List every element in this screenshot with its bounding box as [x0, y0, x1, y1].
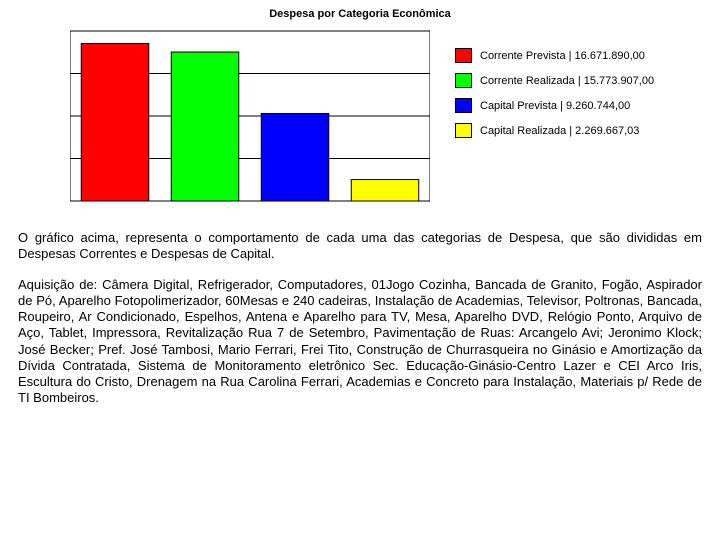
bar [171, 52, 239, 201]
legend-swatch [455, 73, 472, 88]
legend-item: Corrente Realizada | 15.773.907,00 [455, 73, 654, 88]
legend-swatch [455, 98, 472, 113]
legend-label: Capital Prevista | 9.260.744,00 [480, 100, 630, 112]
legend-item: Capital Prevista | 9.260.744,00 [455, 98, 654, 113]
legend-label: Corrente Prevista | 16.671.890,00 [480, 50, 645, 62]
bar [81, 44, 149, 201]
legend-swatch [455, 123, 472, 138]
legend-swatch [455, 48, 472, 63]
bar [261, 114, 329, 201]
description-block: O gráfico acima, representa o comportame… [18, 230, 702, 407]
legend-label: Capital Realizada | 2.269.667,03 [480, 125, 639, 137]
legend-label: Corrente Realizada | 15.773.907,00 [480, 75, 654, 87]
description-intro: O gráfico acima, representa o comportame… [18, 230, 702, 263]
bar-chart-plot [70, 30, 430, 202]
legend-item: Capital Realizada | 2.269.667,03 [455, 123, 654, 138]
chart-title: Despesa por Categoria Econômica [0, 8, 720, 20]
description-items: Aquisição de: Câmera Digital, Refrigerad… [18, 277, 702, 407]
chart-container: Despesa por Categoria Econômica Corrente… [0, 0, 720, 216]
bar [351, 180, 419, 201]
legend-item: Corrente Prevista | 16.671.890,00 [455, 48, 654, 63]
chart-legend: Corrente Prevista | 16.671.890,00 Corren… [455, 48, 654, 148]
